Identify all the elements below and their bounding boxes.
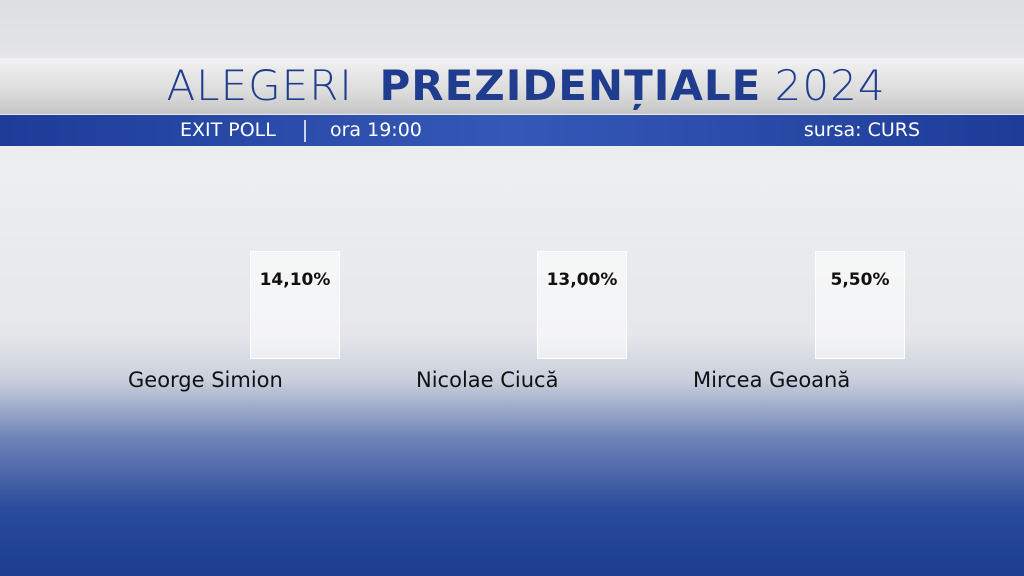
result-box [250, 251, 340, 359]
info-bar: EXIT POLL ora 19:00 sursa: CURS [0, 115, 1024, 146]
title: ALEGERI PREZIDENȚIALE 2024 [0, 60, 1024, 112]
time: ora 19:00 [330, 119, 422, 141]
title-light: ALEGERI [166, 61, 353, 110]
party-logo: PNL [555, 306, 609, 356]
candidate-name: Nicolae Ciucă [416, 368, 559, 392]
title-bold: PREZIDENȚIALE [379, 61, 762, 110]
result-box [815, 251, 905, 359]
candidate-name: Mircea Geoană [693, 368, 851, 392]
result-box [537, 251, 627, 359]
title-year: 2024 [774, 61, 886, 110]
candidate-name: George Simion [128, 368, 283, 392]
percentage: 14,10% [259, 270, 331, 290]
percentage: 5,50% [830, 270, 890, 290]
separator [304, 120, 306, 142]
candidate-photo [128, 200, 240, 359]
candidate-photo [416, 200, 528, 359]
percentage: 13,00% [546, 270, 618, 290]
label: EXIT POLL [180, 119, 276, 141]
title-band [0, 58, 1024, 114]
source: sursa: CURS [803, 119, 920, 141]
party-logo: AURALIANȚA PENTRU UNIREA ROMÂNILOR [268, 306, 322, 356]
candidate-photo [693, 200, 805, 359]
party-logo: i [833, 306, 887, 356]
